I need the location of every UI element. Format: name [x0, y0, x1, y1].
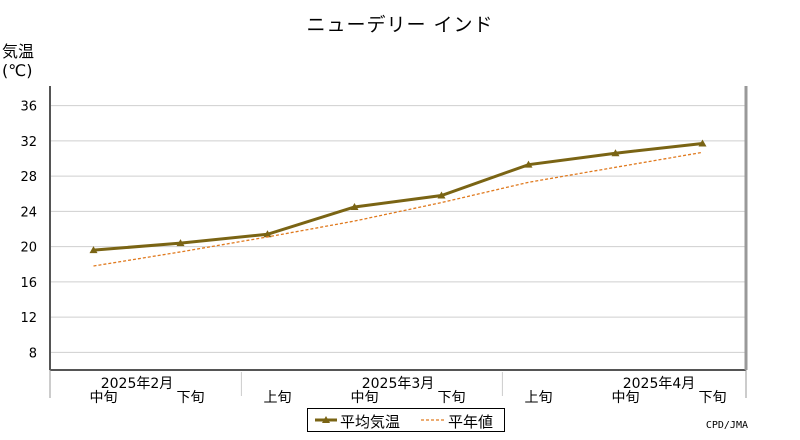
y-axis-label-text: 気温 [2, 42, 35, 61]
x-tick-label: 下旬 [438, 390, 466, 406]
y-tick-label: 8 [29, 346, 37, 361]
x-tick-label: 下旬 [177, 390, 205, 406]
x-tick-label: 上旬 [264, 390, 292, 406]
x-tick-label: 中旬 [351, 390, 379, 406]
data-point-avg [350, 202, 359, 210]
y-axis-label: 気温 (℃) [2, 42, 34, 80]
legend-marker-normal [421, 419, 444, 421]
series-line-normal [93, 151, 703, 267]
grid-lines [50, 105, 746, 353]
y-tick-label: 24 [20, 205, 37, 220]
x-tick-label: 上旬 [525, 390, 553, 406]
x-tick-label: 下旬 [699, 390, 727, 406]
chart-title: ニューデリー インド [306, 14, 494, 36]
data-point-avg [89, 246, 98, 254]
y-tick-label: 36 [20, 100, 37, 115]
data-point-avg [176, 239, 185, 247]
axes [49, 86, 748, 398]
legend-label-avg: 平均気温 [340, 413, 401, 431]
y-tick-label: 20 [20, 241, 37, 256]
y-tick-label: 12 [20, 311, 37, 326]
month-label: 2025年3月 [362, 376, 435, 392]
y-tick-labels: 8 12 16 20 24 28 32 36 [20, 100, 37, 362]
y-tick-label: 28 [20, 170, 37, 185]
y-tick-label: 32 [20, 135, 37, 150]
data-point-avg [263, 230, 272, 238]
data-point-avg [524, 160, 533, 168]
x-tick-label: 中旬 [90, 390, 118, 406]
credit-text: CPD/JMA [705, 420, 748, 431]
data-point-avg [698, 139, 707, 147]
y-tick-label: 16 [20, 276, 37, 291]
x-tick-label: 中旬 [612, 390, 640, 406]
month-label: 2025年2月 [101, 376, 174, 392]
series-line-avg [93, 142, 703, 252]
legend-label-normal: 平年値 [448, 413, 494, 431]
data-point-avg [437, 191, 446, 199]
series-layer [89, 139, 707, 267]
legend-marker-avg [315, 416, 337, 423]
legend: 平均気温 平年値 [307, 408, 505, 432]
y-axis-unit: (℃) [2, 61, 33, 80]
data-point-avg [611, 149, 620, 157]
month-label: 2025年4月 [623, 376, 696, 392]
